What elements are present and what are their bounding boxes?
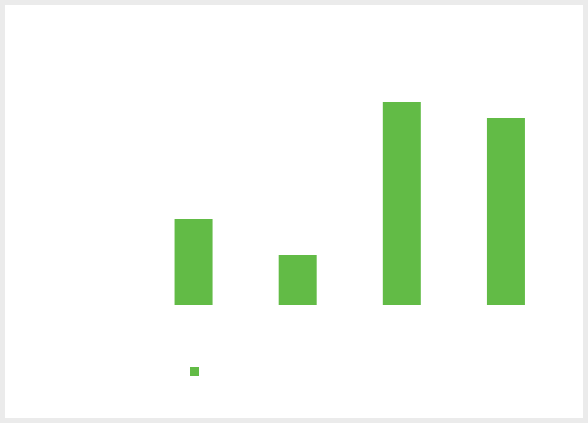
chart: [5, 5, 583, 418]
bar: [278, 255, 317, 305]
bar: [486, 118, 525, 305]
legend-marker: [190, 367, 199, 376]
bar: [174, 219, 213, 305]
bar: [382, 102, 421, 305]
